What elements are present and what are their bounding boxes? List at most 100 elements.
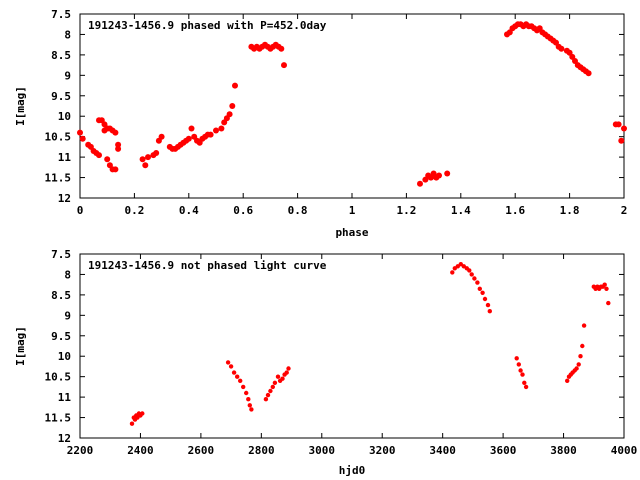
unphased-data-point	[231, 370, 237, 375]
unphased-data-point	[523, 384, 529, 390]
phased-data-point	[115, 145, 122, 152]
phased-data-point	[79, 135, 86, 142]
unphased-y-tick-label: 9	[64, 309, 71, 322]
unphased-x-tick-label: 2600	[188, 444, 215, 457]
unphased-data-point	[602, 282, 607, 287]
unphased-data-point	[487, 309, 492, 314]
phased-x-tick-label: 1.6	[505, 204, 525, 217]
phased-data-point	[621, 125, 627, 132]
phased-data-point	[139, 156, 146, 163]
unphased-data-point	[244, 390, 249, 396]
unphased-data-point	[263, 397, 269, 402]
phased-data-point	[278, 45, 285, 52]
unphased-data-point	[516, 362, 521, 367]
phased-data-point	[104, 156, 111, 163]
unphased-data-point	[241, 384, 246, 390]
phased-data-point	[188, 125, 195, 132]
phased-data-point	[158, 133, 165, 140]
unphased-x-tick-label: 3000	[309, 444, 336, 457]
phased-x-tick-label: 1.4	[451, 204, 471, 217]
unphased-data-point	[475, 280, 480, 285]
unphased-x-tick-label: 3400	[429, 444, 456, 457]
unphased-data-point	[580, 343, 585, 349]
unphased-data-point	[482, 296, 488, 302]
unphased-plot-title: 191243-1456.9 not phased light curve	[88, 259, 327, 272]
phased-data-point	[558, 45, 565, 52]
unphased-panel: 191243-1456.9 not phased light curve hjd…	[14, 248, 637, 477]
unphased-data-point	[247, 403, 252, 408]
phased-y-tick-label: 8	[64, 28, 71, 41]
unphased-data-point	[450, 270, 455, 275]
unphased-data-point	[514, 356, 519, 361]
unphased-data-point	[574, 366, 579, 371]
phased-panel: 191243-1456.9 phased with P=452.0day pha…	[14, 8, 627, 239]
phased-data-point	[96, 152, 102, 159]
unphased-data-point	[469, 272, 474, 277]
phased-data-point	[142, 162, 149, 169]
phased-y-tick-label: 10.5	[45, 131, 72, 144]
unphased-data-point	[522, 380, 527, 385]
unphased-data-point	[578, 354, 583, 359]
phased-data-point	[185, 135, 192, 142]
unphased-x-tick-label: 3800	[550, 444, 577, 457]
phased-data-point	[112, 129, 119, 136]
phased-data-point	[207, 131, 214, 138]
phased-data-point	[281, 62, 287, 69]
phased-data-point	[585, 70, 592, 77]
phased-data-point	[226, 111, 233, 118]
unphased-y-axis-label: I[mag]	[14, 326, 27, 366]
phased-data-point	[153, 150, 160, 156]
unphased-data-point	[467, 268, 472, 273]
phased-x-tick-label: 1.2	[396, 204, 416, 217]
unphased-x-tick-label: 4000	[611, 444, 638, 457]
unphased-data-points	[129, 262, 611, 426]
phased-y-tick-label: 11	[58, 151, 72, 164]
phased-y-tick-label: 9.5	[51, 90, 71, 103]
unphased-y-tick-label: 10	[58, 350, 71, 363]
phased-data-point	[436, 172, 442, 179]
phased-data-point	[444, 170, 451, 177]
phased-y-tick-label: 7.5	[51, 8, 71, 21]
unphased-data-point	[249, 407, 254, 412]
unphased-data-point	[272, 380, 278, 385]
unphased-data-point	[280, 376, 285, 381]
unphased-y-tick-label: 12	[58, 432, 71, 445]
phased-y-tick-label: 8.5	[51, 49, 71, 62]
unphased-y-tick-label: 11.5	[45, 412, 72, 425]
unphased-y-tick-label: 10.5	[45, 371, 72, 384]
phased-x-tick-label: 0.6	[233, 204, 253, 217]
unphased-x-tick-label: 2400	[127, 444, 154, 457]
unphased-x-tick-label: 3600	[490, 444, 517, 457]
unphased-data-point	[485, 302, 491, 308]
unphased-data-point	[581, 323, 587, 328]
phased-x-tick-label: 0	[77, 204, 84, 217]
phased-y-tick-label: 11.5	[45, 172, 72, 185]
unphased-data-point	[235, 374, 240, 379]
unphased-x-tick-label: 3200	[369, 444, 396, 457]
unphased-data-point	[520, 372, 525, 377]
unphased-data-point	[565, 378, 570, 383]
phased-data-point	[229, 103, 236, 109]
unphased-data-point	[477, 286, 482, 291]
unphased-data-point	[246, 397, 251, 402]
unphased-x-tick-label: 2200	[67, 444, 94, 457]
unphased-y-tick-label: 11	[58, 391, 72, 404]
unphased-y-tick-label: 7.5	[51, 248, 71, 261]
phased-data-point	[218, 125, 225, 132]
unphased-data-point	[140, 411, 145, 416]
phased-data-point	[232, 82, 238, 89]
unphased-data-point	[576, 362, 581, 367]
phased-axis-ticks: 0 0.2 0.4 0.6 0.8 1 1.2 1.4 1.6 1.8 2 7.5 8 8.5 9 9.5 10…	[45, 8, 628, 217]
unphased-y-tick-label: 8	[64, 268, 71, 281]
phased-y-tick-label: 10	[58, 110, 71, 123]
phased-data-point	[115, 141, 122, 148]
phased-x-axis-label: phase	[335, 226, 368, 239]
unphased-data-point	[604, 286, 609, 291]
unphased-y-tick-label: 8.5	[51, 289, 71, 302]
unphased-data-point	[265, 392, 271, 398]
phased-data-point	[77, 129, 83, 136]
phased-x-tick-label: 0.4	[179, 204, 199, 217]
unphased-data-point	[275, 374, 281, 379]
